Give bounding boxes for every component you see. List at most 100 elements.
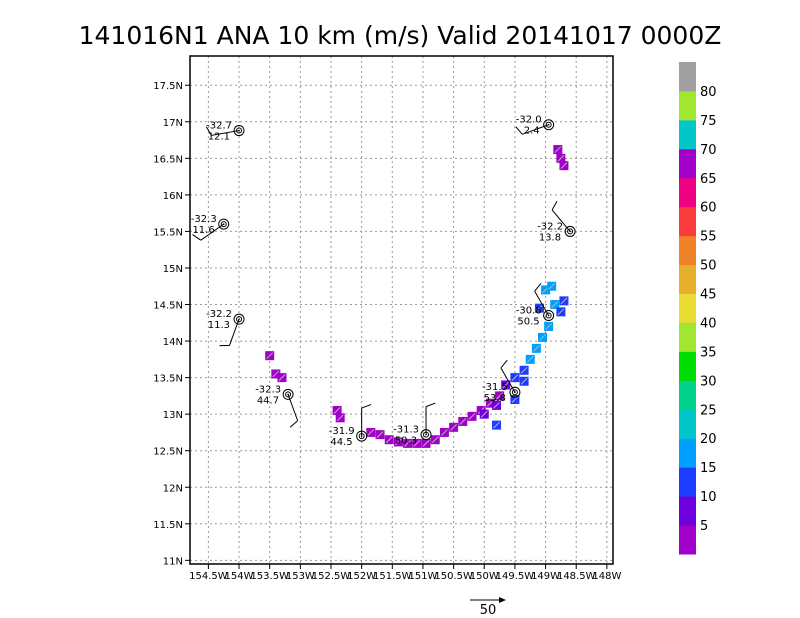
wind-barb-flag-icon bbox=[425, 402, 436, 408]
colorbar-band bbox=[679, 264, 696, 295]
station: -32.213.8 bbox=[537, 201, 576, 243]
x-tick-label: 148.5W bbox=[557, 571, 596, 582]
colorbar-band bbox=[679, 322, 696, 352]
station-speed: 12.1 bbox=[208, 132, 230, 143]
colorbar: 5 10 15 20 25 30 35 40 45 50 55 60 65 70 75 80 bbox=[679, 62, 717, 555]
colorbar-tick-label: 50 bbox=[700, 259, 717, 274]
wind-vector bbox=[385, 436, 393, 444]
wind-barb-flag-icon bbox=[361, 404, 372, 409]
wind-vector bbox=[557, 154, 565, 162]
station-speed: 50.3 bbox=[395, 436, 417, 447]
stations: -32.712.1-32.02.4-32.311.6 -32.213.8-32.2… bbox=[191, 115, 576, 448]
y-tick-label: 13N bbox=[163, 410, 183, 421]
wind-barb-flag-icon bbox=[289, 420, 298, 428]
wind-vector bbox=[493, 421, 500, 429]
colorbar-tick-label: 15 bbox=[700, 461, 717, 476]
wind-barb-flag-icon bbox=[515, 126, 523, 135]
y-tick-label: 11.5N bbox=[153, 520, 183, 531]
station-ring-icon bbox=[545, 312, 552, 319]
x-tick-label: 149W bbox=[531, 571, 560, 582]
station: -32.344.7 bbox=[255, 384, 299, 428]
wind-vector bbox=[533, 345, 540, 352]
x-tick-label: 153W bbox=[286, 571, 315, 582]
colorbar-band bbox=[679, 293, 696, 323]
wind-vector bbox=[459, 418, 467, 425]
colorbar-tick-label: 75 bbox=[700, 114, 717, 129]
station-temp: -32.2 bbox=[206, 309, 232, 320]
station-ring-icon bbox=[545, 121, 552, 128]
x-tick-label: 148W bbox=[592, 571, 621, 582]
y-tick-label: 16N bbox=[163, 191, 183, 202]
wind-barb-icon bbox=[287, 394, 299, 421]
station: -30.850.5 bbox=[516, 283, 555, 327]
station-speed: 11.6 bbox=[192, 225, 214, 236]
wind-vector bbox=[560, 297, 568, 305]
chart-title: 141016N1 ANA 10 km (m/s) Valid 20141017 … bbox=[79, 21, 722, 50]
wind-vector bbox=[520, 366, 528, 374]
wind-barb-flag-icon bbox=[500, 359, 508, 369]
wind-barb-flag-icon bbox=[192, 234, 202, 241]
colorbar-tick-label: 20 bbox=[700, 432, 717, 447]
station-ring-icon bbox=[543, 309, 555, 321]
colorbar-band bbox=[679, 409, 696, 439]
wind-cells bbox=[265, 145, 569, 448]
plot-area: -32.712.1-32.02.4-32.311.6 -32.213.8-32.2… bbox=[153, 55, 621, 582]
reference-vector: 50 bbox=[470, 597, 506, 618]
y-axis: 11N 11.5N 12N 12.5N 13N 13.5N 14N 14.5N 15N 15.5N… bbox=[153, 81, 190, 567]
wind-vector bbox=[413, 440, 421, 447]
wind-vector bbox=[511, 396, 519, 403]
station-ring-icon bbox=[282, 388, 294, 400]
wind-barb-icon bbox=[551, 209, 571, 232]
x-tick-label: 152.5W bbox=[312, 571, 351, 582]
wind-vector bbox=[431, 436, 439, 444]
plot-frame bbox=[189, 55, 614, 565]
wind-vector bbox=[539, 334, 546, 341]
colorbar-band bbox=[679, 525, 696, 555]
colorbar-tick-label: 55 bbox=[700, 230, 717, 245]
y-tick-label: 12N bbox=[163, 483, 183, 494]
station-temp: -32.7 bbox=[206, 121, 232, 132]
wind-barb-icon bbox=[500, 367, 516, 393]
colorbar-band bbox=[679, 90, 696, 121]
station-ring-icon bbox=[285, 391, 292, 398]
colorbar-band bbox=[679, 467, 696, 497]
station: -31.944.5 bbox=[329, 404, 372, 448]
colorbar-tick-label: 10 bbox=[700, 490, 717, 505]
station-ring-icon bbox=[220, 221, 227, 228]
x-axis: 154.5W154W153.5W153W152.5W152W151.5W151W… bbox=[189, 564, 621, 582]
station-speed: 13.8 bbox=[539, 232, 561, 243]
colorbar-band bbox=[679, 206, 696, 237]
wind-vector bbox=[502, 381, 510, 389]
station-ring-icon bbox=[236, 316, 243, 323]
wind-vector bbox=[266, 352, 274, 360]
reference-arrowhead-icon bbox=[499, 597, 506, 603]
wind-vector bbox=[554, 146, 562, 153]
station-ring-icon bbox=[233, 125, 245, 137]
wind-vector bbox=[493, 402, 500, 409]
y-tick-label: 13.5N bbox=[153, 374, 183, 385]
colorbar-band bbox=[679, 148, 696, 179]
wind-vector bbox=[560, 162, 568, 169]
wind-vector bbox=[441, 429, 448, 436]
wind-barb-icon bbox=[228, 318, 240, 346]
station: -32.712.1 bbox=[205, 121, 245, 143]
station: -32.211.3 bbox=[206, 309, 245, 347]
station-ring-icon bbox=[509, 386, 521, 398]
colorbar-tick-label: 80 bbox=[700, 85, 717, 100]
colorbar-band bbox=[679, 177, 696, 208]
colorbar-tick-label: 70 bbox=[700, 143, 717, 158]
x-tick-label: 151.5W bbox=[373, 571, 412, 582]
y-tick-label: 15N bbox=[163, 264, 183, 275]
y-tick-label: 16.5N bbox=[153, 154, 183, 165]
colorbar-band bbox=[679, 438, 696, 468]
x-tick-label: 154W bbox=[225, 571, 254, 582]
station-speed: 11.3 bbox=[208, 320, 230, 331]
station: -32.311.6 bbox=[191, 214, 230, 241]
grid bbox=[190, 56, 613, 564]
plot-background bbox=[190, 56, 613, 564]
x-tick-label: 151W bbox=[408, 571, 437, 582]
wind-vector bbox=[511, 374, 519, 381]
station-speed: 53.8 bbox=[484, 393, 506, 404]
wind-barb-icon bbox=[522, 124, 549, 135]
colorbar-band bbox=[679, 62, 696, 92]
